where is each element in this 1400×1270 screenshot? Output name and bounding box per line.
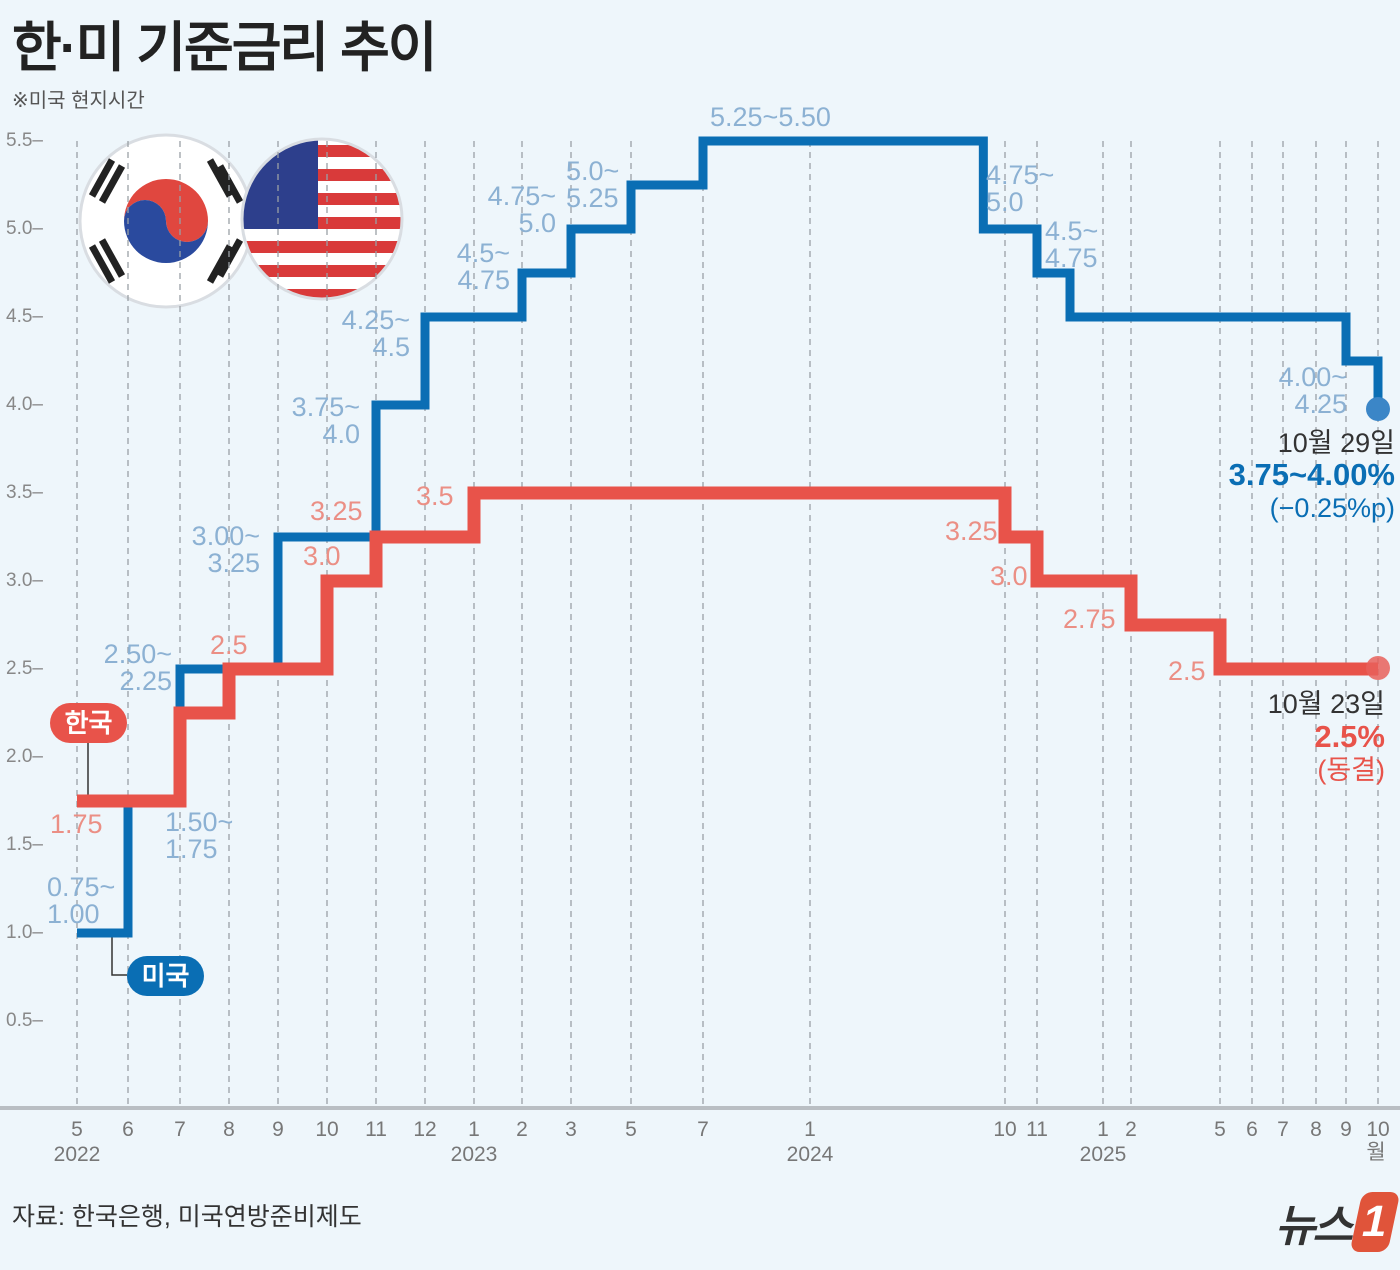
us-label: 1.50~ 1.75 [165,807,234,864]
y-tick-label: 5.0– [6,218,43,239]
x-tick-label: 1 [804,1118,816,1141]
korea-label: 3.5 [416,481,454,511]
korea-latest-point [1366,656,1390,680]
korea-label: 3.0 [303,541,341,571]
x-tick-label: 8 [1310,1118,1322,1141]
x-tick-label: 5 [1214,1118,1226,1141]
logo-mark: 1 [1349,1192,1400,1252]
x-tick-label: 1 [1097,1118,1109,1141]
grid-lines [76,141,1379,1106]
legend-connectors [87,743,127,976]
us-label: 4.75~ 5.0 [487,181,556,238]
us-annotation-date: 10월 29일 [1277,428,1395,458]
x-tick-label: 7 [174,1118,186,1141]
korea-label: 2.5 [1168,656,1206,686]
x-year-label: 2024 [786,1143,834,1166]
us-annotation-change: (−0.25%p) [1269,493,1395,523]
us-label: 5.0~ 5.25 [566,156,620,213]
y-tick-label: 2.0– [6,746,43,767]
us-label: 2.50~ 2.25 [103,639,172,696]
us-label: 4.5~ 4.75 [456,238,510,295]
x-tick-label: 9 [272,1118,284,1141]
x-tick-label: 7 [697,1118,709,1141]
x-year-label: 2023 [450,1143,498,1166]
x-tick-label: 1 [468,1118,480,1141]
y-tick-label: 4.0– [6,394,43,415]
us-label: 5.25~5.50 [710,102,831,132]
y-tick-label: 0.5– [6,1010,43,1031]
us-label: 3.75~ 4.0 [291,392,360,449]
us-latest-point [1366,397,1390,421]
page-title: 한·미 기준금리 추이 [12,18,437,78]
x-tick-label: 5 [71,1118,83,1141]
legend-us: 미국 [127,956,204,996]
x-tick-label: 3 [565,1118,577,1141]
us-label: 4.75~ 5.0 [986,160,1055,217]
korea-rate-line [77,486,1378,808]
news1-logo: 뉴스 1 [1275,1190,1400,1254]
korea-flag-icon [78,133,254,309]
korea-label: 3.25 [945,516,998,546]
subtitle: ※미국 현지시간 [12,90,145,112]
y-tick-label: 3.0– [6,570,43,591]
y-tick-label: 1.5– [6,834,43,855]
y-tick-label: 1.0– [6,922,43,943]
us-label: 3.00~ 3.25 [191,521,260,578]
logo-text: 뉴스 [1275,1202,1353,1251]
x-tick-label: 5 [625,1118,637,1141]
x-tick-label: 12 [413,1118,437,1141]
korea-annotation-change: (동결) [1317,755,1385,785]
x-year-label: 2025 [1079,1143,1127,1166]
x-tick-label: 10 [315,1118,339,1141]
flags [78,133,404,309]
x-tick-label: 6 [122,1118,134,1141]
x-tick-label: 10월 [1366,1118,1390,1164]
y-tick-label: 4.5– [6,306,43,327]
y-tick-label: 5.5– [6,130,43,151]
korea-annotation-rate: 2.5% [1314,719,1385,754]
x-tick-label: 8 [223,1118,235,1141]
y-tick-label: 3.5– [6,482,43,503]
x-tick-label: 11 [365,1118,387,1141]
x-tick-label: 6 [1246,1118,1258,1141]
korea-label: 3.25 [310,496,363,526]
us-label: 0.75~ 1.00 [47,872,116,929]
korea-label: 2.75 [1063,604,1116,634]
y-tick-label: 2.5– [6,658,43,679]
korea-label: 2.5 [210,630,248,660]
x-tick-label: 11 [1026,1118,1048,1141]
korea-label: 1.75 [50,809,103,839]
source-note: 자료: 한국은행, 미국연방준비제도 [12,1203,362,1231]
us-label: 4.5~ 4.75 [1045,216,1099,273]
x-tick-label: 10 [993,1118,1017,1141]
korea-label: 3.0 [990,561,1028,591]
x-year-label: 2022 [53,1143,101,1166]
x-tick-label: 2 [516,1118,528,1141]
legend-korea: 한국 [50,703,127,743]
x-tick-label: 2 [1125,1118,1137,1141]
us-label: 4.00~ 4.25 [1278,362,1347,419]
us-flag-icon [240,137,404,301]
korea-annotation-date: 10월 23일 [1267,689,1385,719]
us-annotation-rate: 3.75~4.00% [1228,457,1395,492]
us-label: 4.25~ 4.5 [341,305,410,362]
x-tick-label: 7 [1277,1118,1289,1141]
x-tick-label: 9 [1340,1118,1352,1141]
